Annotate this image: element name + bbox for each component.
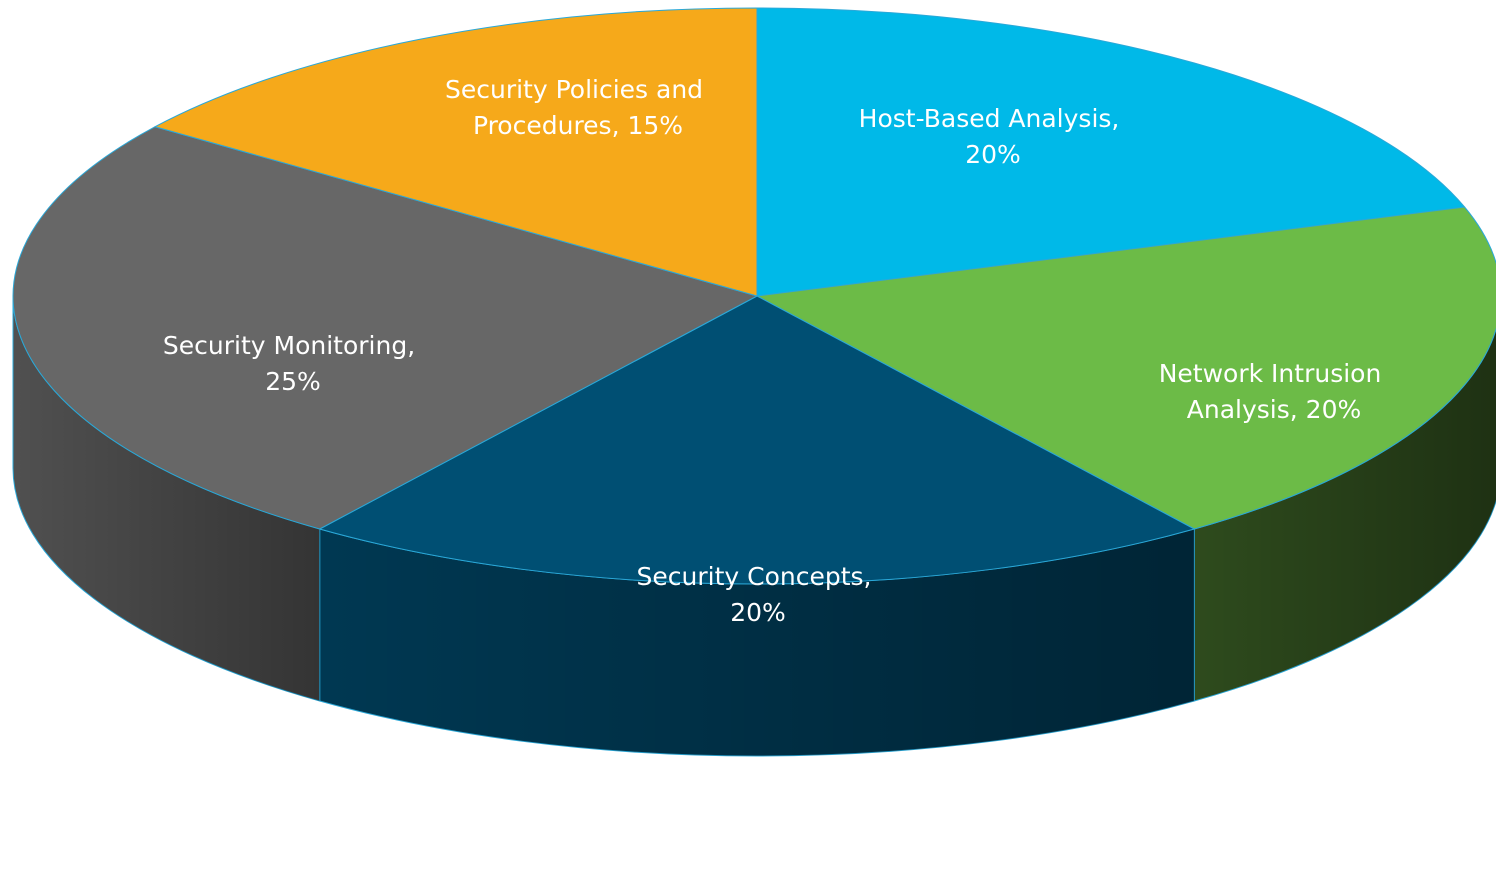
pie-slice-security-concepts [319,295,1195,585]
slice-label-line: Host-Based Analysis, [859,104,1120,133]
slice-labels: Host-Based Analysis, 20% Network Intrusi… [163,75,1390,627]
pie-sides [12,295,1496,757]
slice-label-line: 20% [730,598,786,627]
pie-side-shade-security-concepts [319,528,1195,756]
pie-side-shade-security-monitoring [13,296,320,701]
pie-slice-network-intrusion-analysis [756,206,1496,530]
slice-label-line: Security Policies and [445,75,703,104]
pie-tops [12,7,1496,585]
slice-label-line: 20% [965,140,1021,169]
pie-slice-security-monitoring [12,126,758,530]
slice-label-line: Analysis, 20% [1187,395,1361,424]
slice-label-line: Procedures, 15% [473,111,683,140]
pie-slice-security-policies-and-procedures [154,7,758,297]
slice-label-line: Network Intrusion [1159,359,1382,388]
slice-label-line: 25% [265,367,321,396]
slice-label-host-based-analysis: Host-Based Analysis, 20% [859,104,1128,169]
pie-slice-host-based-analysis [756,7,1466,297]
slice-label-security-concepts: Security Concepts, 20% [637,562,880,627]
pie-side-shade-network-intrusion-analysis [1194,329,1496,701]
slice-label-line: Security Concepts, [637,562,872,591]
slice-label-security-policies-and-procedures: Security Policies and Procedures, 15% [445,75,711,140]
slice-label-network-intrusion-analysis: Network Intrusion Analysis, 20% [1159,359,1390,424]
slice-label-security-monitoring: Security Monitoring, 25% [163,331,423,396]
slice-label-line: Security Monitoring, [163,331,415,360]
